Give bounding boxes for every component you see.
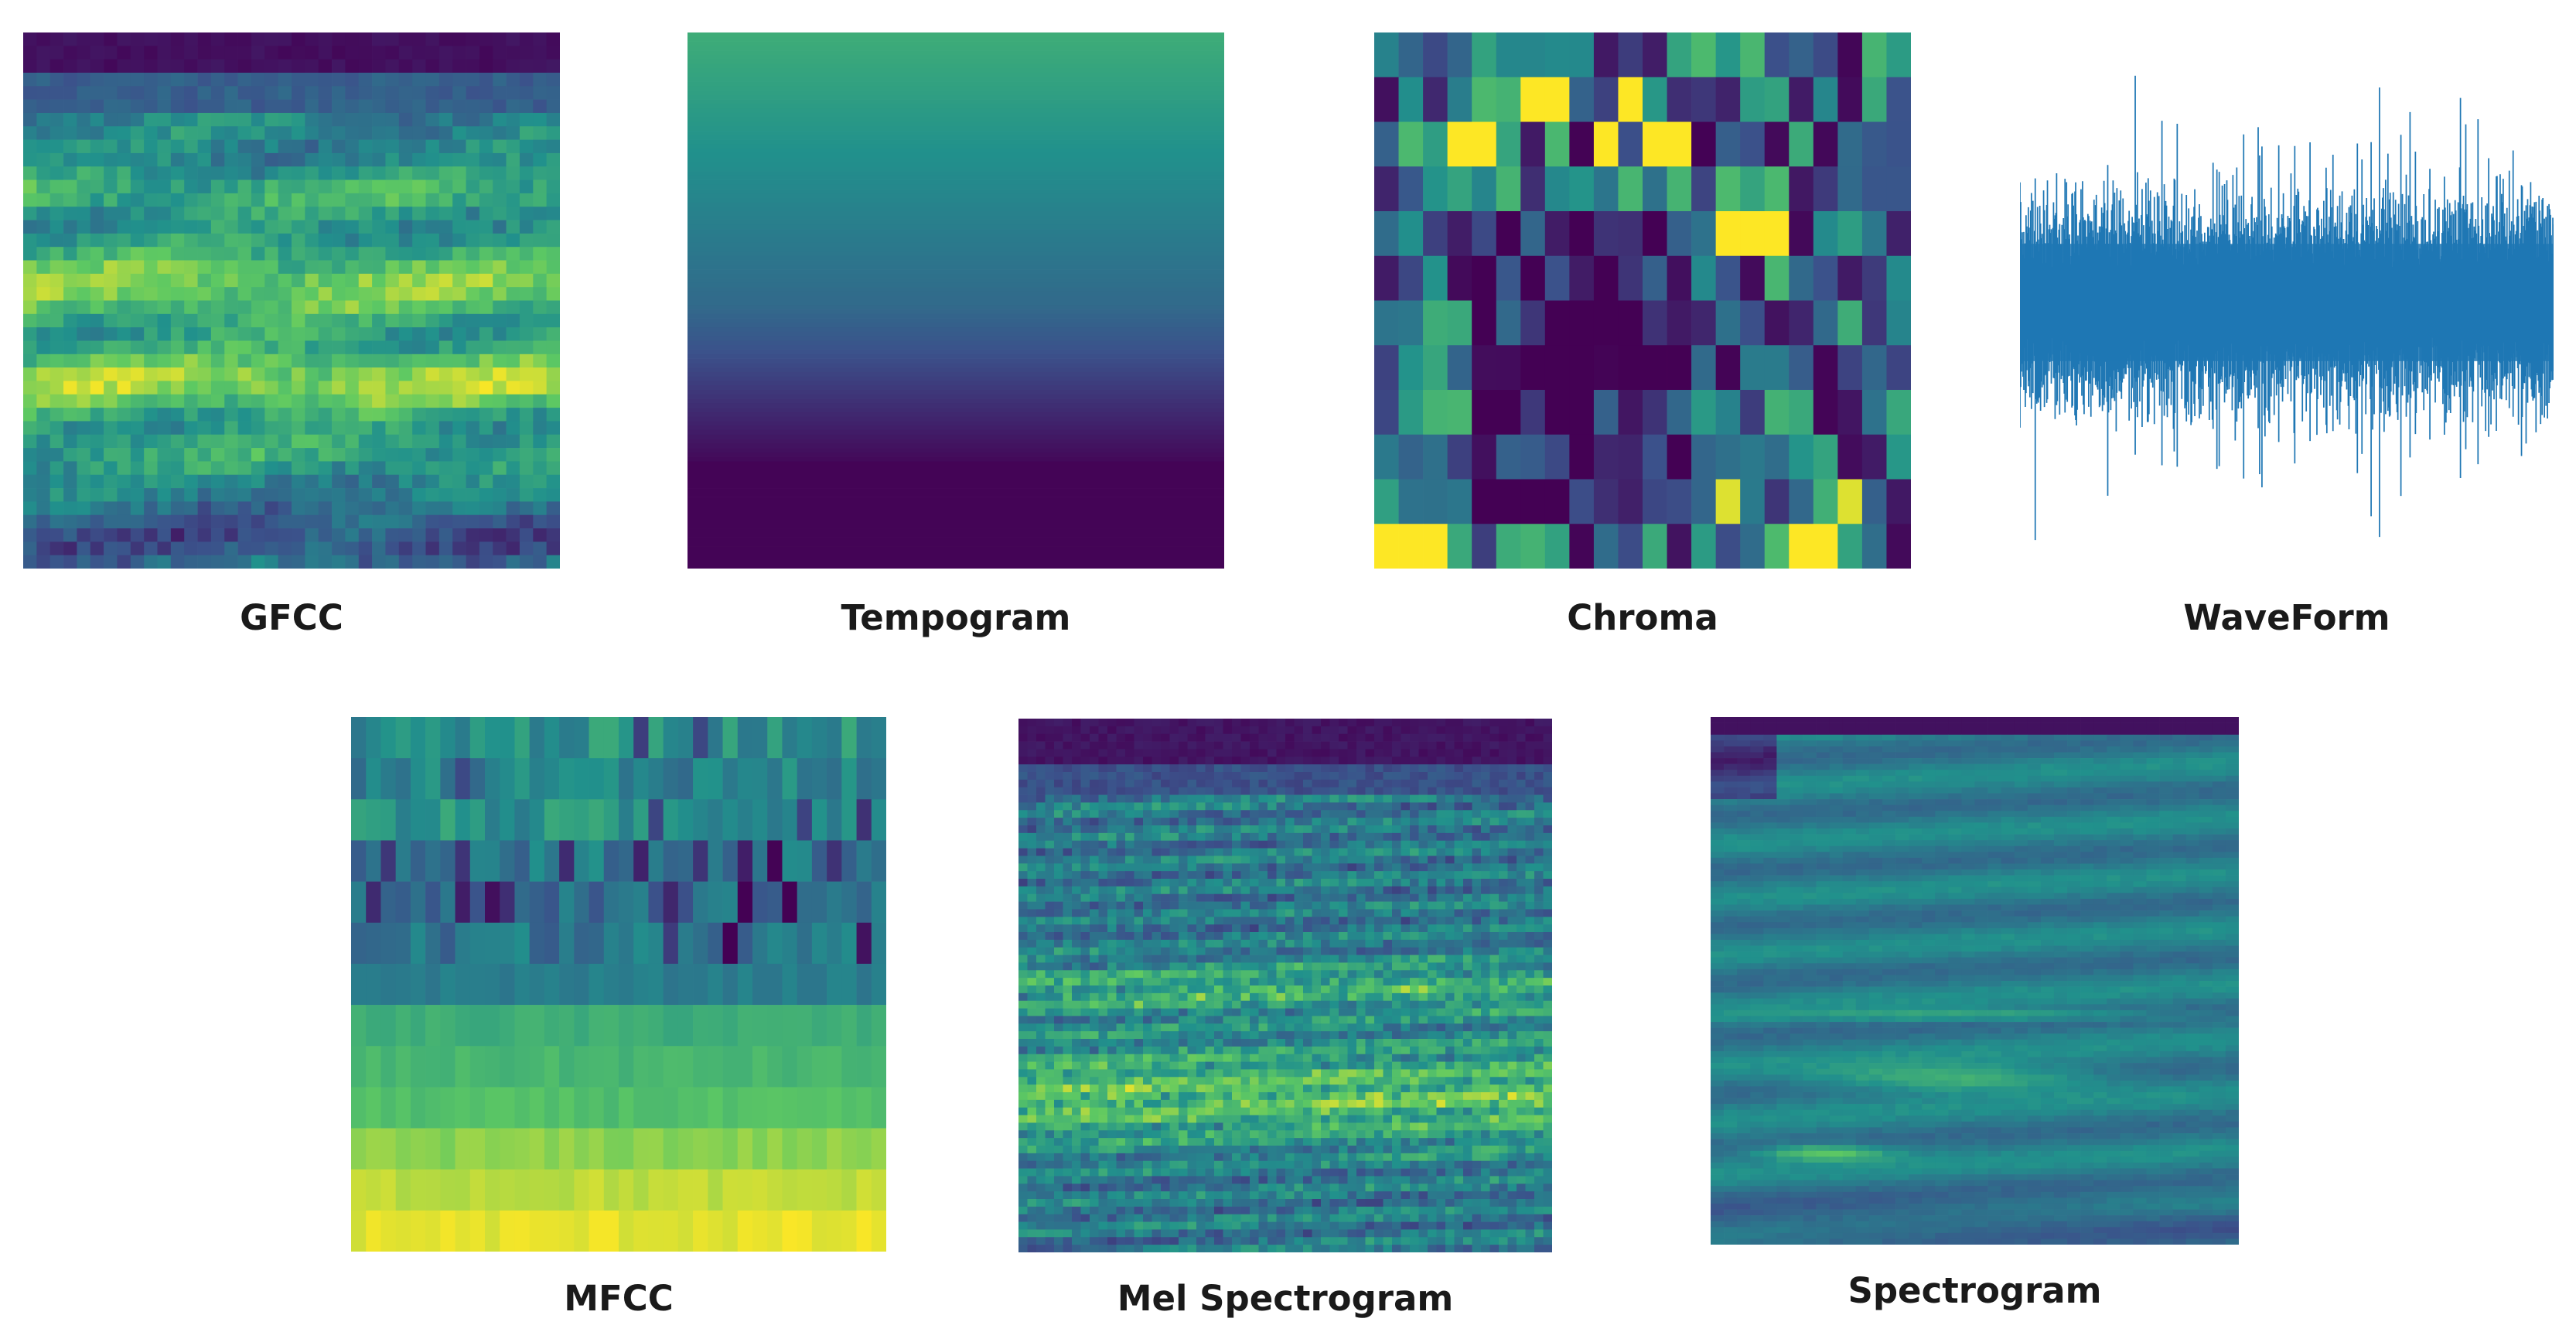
mel-spectrogram-image xyxy=(1018,719,1552,1252)
spectrogram-label: Spectrogram xyxy=(1848,1270,2102,1311)
gfcc-label: GFCC xyxy=(240,597,343,638)
gfcc-image xyxy=(23,32,560,569)
spectrogram-image xyxy=(1711,717,2239,1245)
tempogram-image xyxy=(688,32,1224,569)
mfcc-image xyxy=(351,717,886,1252)
waveform-image xyxy=(2020,58,2554,547)
mfcc-label: MFCC xyxy=(564,1278,674,1319)
waveform-label: WaveForm xyxy=(2183,597,2390,638)
mel-spectrogram-label: Mel Spectrogram xyxy=(1117,1278,1454,1319)
chroma-label: Chroma xyxy=(1567,597,1718,638)
chroma-image xyxy=(1374,32,1911,569)
tempogram-label: Tempogram xyxy=(841,597,1071,638)
